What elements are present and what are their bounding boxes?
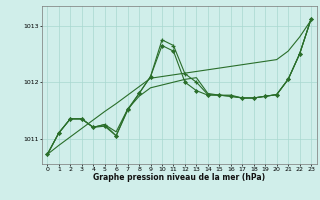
- X-axis label: Graphe pression niveau de la mer (hPa): Graphe pression niveau de la mer (hPa): [93, 173, 265, 182]
